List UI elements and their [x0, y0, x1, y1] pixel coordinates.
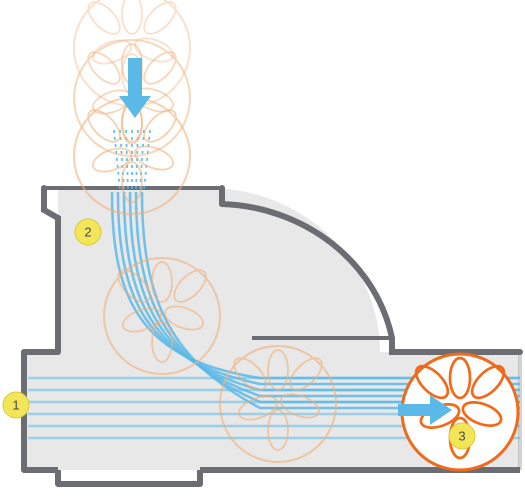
callout-label: 3: [458, 429, 465, 444]
callout-label: 2: [84, 225, 91, 240]
callout-badge: 2: [75, 219, 101, 245]
callout-badge: 3: [449, 423, 475, 449]
callout-label: 1: [12, 398, 19, 413]
callout-badge: 1: [3, 392, 29, 418]
pipe-flow-diagram: 1 2 3: [0, 0, 525, 504]
